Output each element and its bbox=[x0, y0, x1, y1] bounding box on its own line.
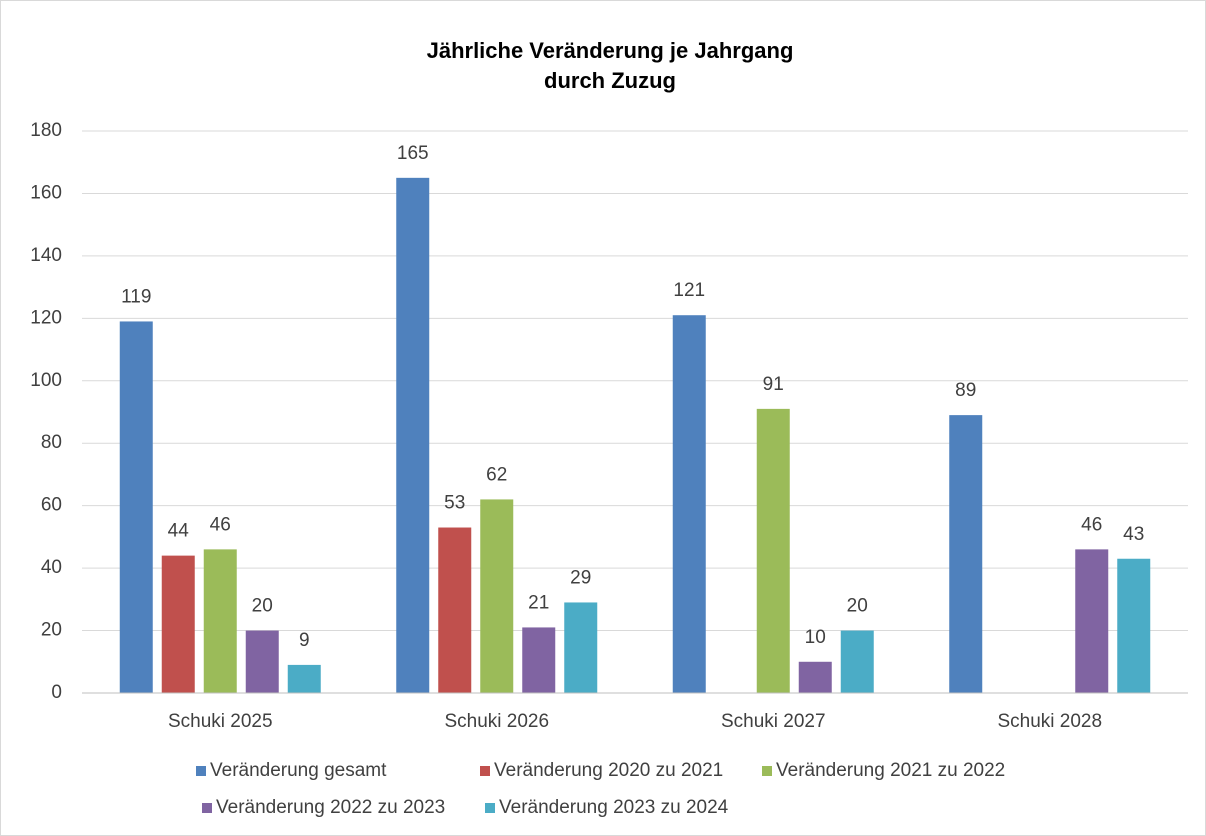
bar bbox=[480, 499, 514, 693]
data-label: 20 bbox=[847, 596, 868, 617]
data-label: 89 bbox=[955, 380, 976, 401]
x-tick-label: Schuki 2028 bbox=[997, 711, 1102, 732]
y-tick-label: 20 bbox=[41, 620, 62, 641]
data-label: 9 bbox=[299, 630, 310, 651]
bar bbox=[438, 527, 472, 693]
bar bbox=[1075, 549, 1109, 693]
data-label: 29 bbox=[570, 567, 591, 588]
y-tick-label: 140 bbox=[30, 245, 62, 266]
data-label: 121 bbox=[673, 280, 705, 301]
data-label: 62 bbox=[486, 464, 507, 485]
data-label: 43 bbox=[1123, 524, 1144, 545]
y-tick-label: 160 bbox=[30, 182, 62, 203]
legend-label: Veränderung 2021 zu 2022 bbox=[776, 760, 1005, 781]
bar bbox=[840, 630, 874, 693]
bar bbox=[949, 415, 983, 693]
data-label: 21 bbox=[528, 592, 549, 613]
legend-label: Veränderung gesamt bbox=[210, 760, 387, 781]
bar bbox=[1117, 558, 1151, 693]
legend-label: Veränderung 2023 zu 2024 bbox=[499, 797, 729, 818]
legend-swatch bbox=[762, 766, 772, 776]
x-tick-label: Schuki 2027 bbox=[721, 711, 826, 732]
y-tick-label: 0 bbox=[51, 682, 62, 703]
x-tick-label: Schuki 2025 bbox=[168, 711, 273, 732]
data-label: 46 bbox=[210, 514, 231, 535]
legend-label: Veränderung 2022 zu 2023 bbox=[216, 797, 445, 818]
y-tick-label: 60 bbox=[41, 495, 62, 516]
y-tick-label: 40 bbox=[41, 557, 62, 578]
bar bbox=[756, 408, 790, 693]
bar bbox=[396, 177, 430, 694]
legend-label: Veränderung 2020 zu 2021 bbox=[494, 760, 723, 781]
data-label: 10 bbox=[805, 627, 826, 648]
chart-title: durch Zuzug bbox=[544, 68, 676, 93]
y-tick-label: 180 bbox=[30, 120, 62, 141]
legend-swatch bbox=[196, 766, 206, 776]
x-tick-label: Schuki 2026 bbox=[444, 711, 549, 732]
bar bbox=[672, 315, 706, 693]
data-label: 119 bbox=[121, 286, 151, 307]
legend-swatch bbox=[485, 803, 495, 813]
data-label: 53 bbox=[444, 493, 465, 514]
bar bbox=[287, 664, 321, 693]
bar bbox=[203, 549, 237, 693]
bar bbox=[522, 627, 556, 693]
y-tick-label: 100 bbox=[30, 370, 62, 391]
legend-swatch bbox=[202, 803, 212, 813]
bar bbox=[245, 630, 279, 693]
data-label: 91 bbox=[763, 374, 784, 395]
data-label: 20 bbox=[252, 596, 273, 617]
chart-title: Jährliche Veränderung je Jahrgang bbox=[427, 38, 794, 63]
bar bbox=[564, 602, 598, 693]
bar bbox=[119, 321, 153, 693]
bar bbox=[798, 661, 832, 693]
bar bbox=[161, 555, 195, 693]
legend-swatch bbox=[480, 766, 490, 776]
data-label: 44 bbox=[168, 521, 190, 542]
data-label: 46 bbox=[1081, 514, 1102, 535]
data-label: 165 bbox=[397, 143, 429, 164]
y-tick-label: 120 bbox=[30, 307, 62, 328]
y-tick-label: 80 bbox=[41, 432, 62, 453]
